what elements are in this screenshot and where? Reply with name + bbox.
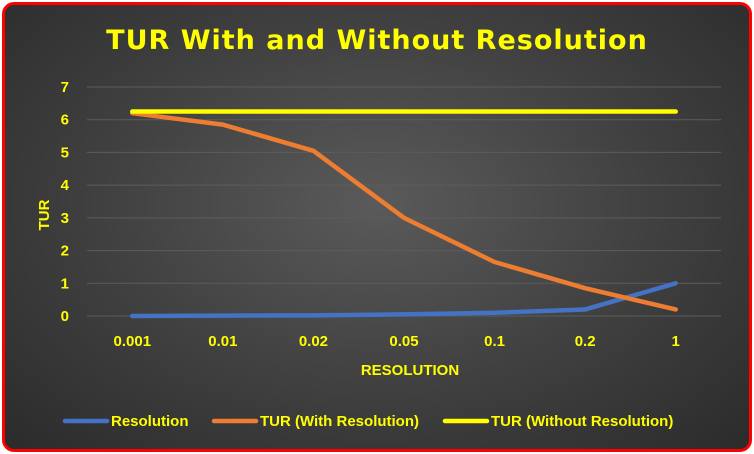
y-tick-label: 1	[61, 275, 69, 292]
y-tick-label: 4	[61, 177, 70, 194]
y-axis-label: TUR	[36, 199, 53, 230]
x-tick-label: 0.2	[575, 333, 596, 350]
x-tick-label: 0.01	[208, 333, 237, 350]
series-line-tur-with-resolution	[130, 110, 678, 312]
y-tick-label: 7	[61, 79, 69, 96]
y-tick-label: 2	[61, 243, 69, 260]
x-tick-label: 0.1	[484, 333, 505, 350]
x-tick-label: 1	[672, 333, 680, 350]
y-axis-ticks: 0 1 2 3 4 5 6 7	[61, 79, 70, 325]
y-tick-label: 5	[61, 144, 69, 161]
x-axis-ticks: 0.001 0.01 0.02 0.05 0.1 0.2 1	[114, 333, 680, 350]
x-tick-label: 0.001	[114, 333, 152, 350]
legend-entry-label: TUR (Without Resolution)	[491, 413, 673, 430]
y-tick-label: 0	[61, 308, 69, 325]
y-tick-label: 3	[61, 210, 69, 227]
legend-entry-label: TUR (With Resolution)	[260, 413, 419, 430]
x-tick-label: 0.05	[389, 333, 418, 350]
legend: Resolution TUR (With Resolution) TUR (With…	[62, 413, 673, 430]
legend-entry-label: Resolution	[111, 413, 189, 430]
tur-line-chart: TUR With and Without Resolution 0 1 2 3 4 5 6 7…	[36, 25, 721, 430]
y-tick-label: 6	[61, 112, 69, 129]
series-lines	[130, 109, 678, 319]
x-axis-label: RESOLUTION	[361, 362, 459, 379]
series-line-resolution	[130, 281, 678, 319]
x-tick-label: 0.02	[299, 333, 328, 350]
chart-title: TUR With and Without Resolution	[106, 25, 648, 56]
